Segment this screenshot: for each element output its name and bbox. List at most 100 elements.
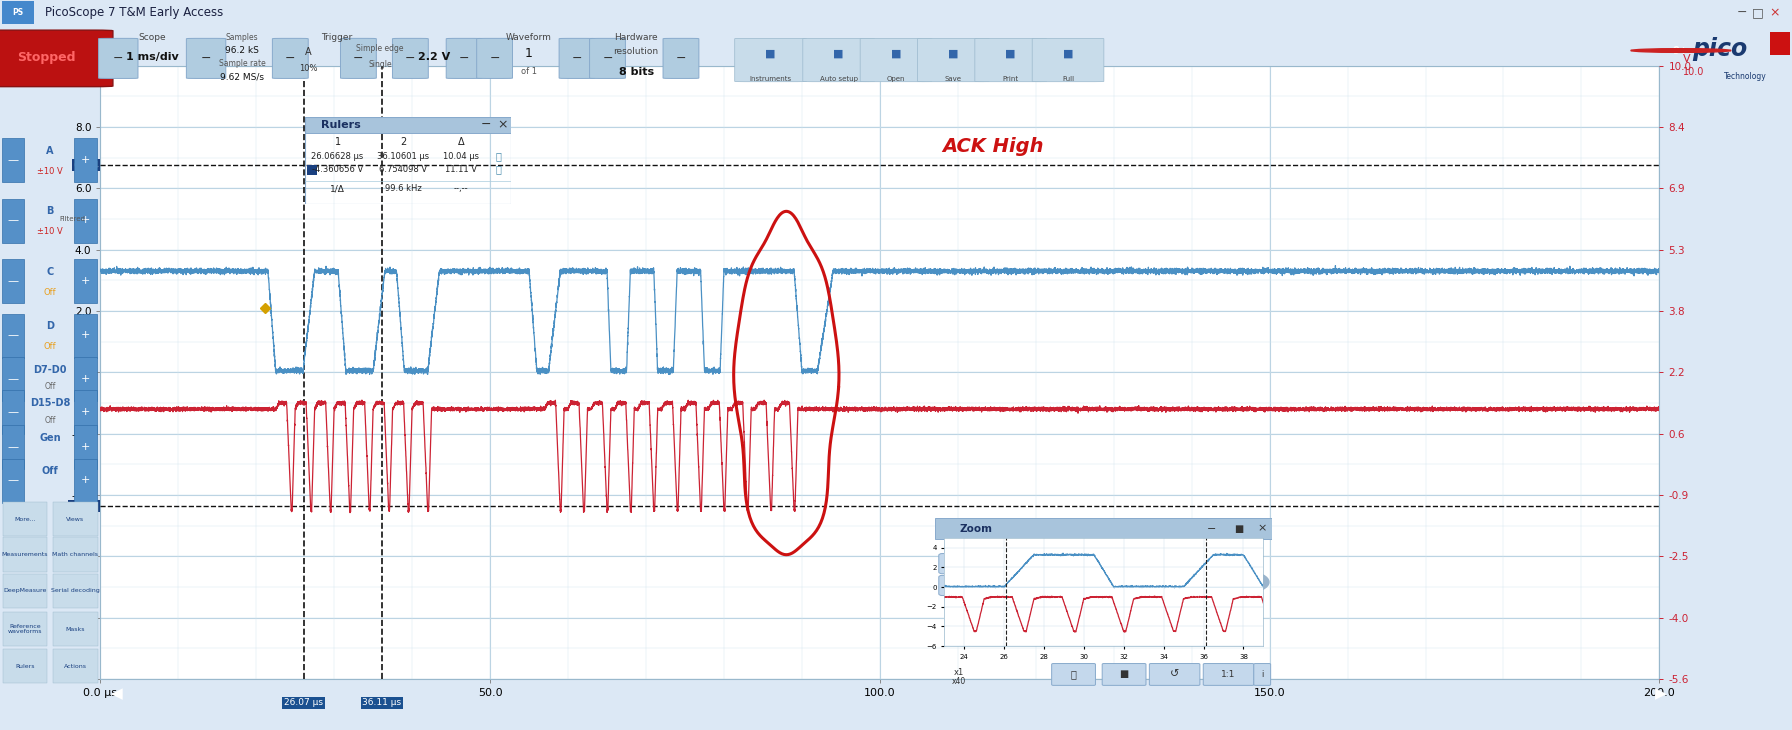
Text: 🔍: 🔍 [1070, 669, 1077, 680]
Text: —: — [7, 475, 18, 485]
Circle shape [1631, 49, 1731, 53]
Text: --,--: --,-- [453, 184, 468, 193]
Text: Open: Open [887, 77, 905, 82]
FancyBboxPatch shape [4, 612, 47, 646]
Text: Zoom: Zoom [959, 523, 993, 534]
Text: 26.06628 μs: 26.06628 μs [312, 152, 364, 161]
FancyBboxPatch shape [2, 199, 25, 242]
Text: 10.0: 10.0 [100, 55, 124, 64]
FancyBboxPatch shape [2, 426, 25, 469]
Text: +: + [81, 155, 90, 164]
FancyBboxPatch shape [477, 39, 513, 78]
Text: Rulers: Rulers [321, 120, 360, 130]
FancyBboxPatch shape [54, 537, 97, 572]
Text: Save: Save [944, 77, 962, 82]
FancyBboxPatch shape [2, 138, 25, 182]
Text: -4.360656 V: -4.360656 V [312, 165, 364, 174]
Text: 2: 2 [400, 137, 407, 147]
FancyBboxPatch shape [73, 259, 97, 304]
Text: 9+: 9+ [1674, 45, 1688, 55]
FancyBboxPatch shape [305, 117, 511, 133]
Text: D15-D8: D15-D8 [30, 398, 70, 408]
Text: ⧉: ⧉ [495, 164, 502, 174]
Text: ■: ■ [948, 48, 959, 58]
Text: pico: pico [1693, 36, 1747, 61]
FancyBboxPatch shape [4, 537, 47, 572]
Text: Masks: Masks [66, 626, 84, 631]
FancyBboxPatch shape [73, 199, 97, 242]
FancyBboxPatch shape [73, 357, 97, 401]
Text: —: — [7, 215, 18, 226]
FancyBboxPatch shape [73, 138, 97, 182]
Text: ■: ■ [1005, 48, 1016, 58]
Text: −: − [953, 579, 964, 592]
FancyBboxPatch shape [54, 502, 97, 537]
Text: 96.2 kS: 96.2 kS [226, 46, 258, 55]
Text: Δ: Δ [459, 137, 464, 147]
FancyBboxPatch shape [1254, 664, 1271, 685]
FancyBboxPatch shape [935, 518, 1272, 539]
Text: ×: × [496, 118, 507, 131]
FancyBboxPatch shape [54, 649, 97, 683]
Text: 2.2 V: 2.2 V [418, 52, 450, 62]
Text: PicoScope 7 T&M Early Access: PicoScope 7 T&M Early Access [45, 7, 222, 19]
Text: Print: Print [1004, 77, 1018, 82]
Text: 1: 1 [335, 137, 340, 147]
Text: Math channels: Math channels [52, 552, 99, 557]
FancyBboxPatch shape [54, 612, 97, 646]
Text: Off: Off [43, 342, 57, 351]
FancyBboxPatch shape [1770, 32, 1790, 55]
FancyBboxPatch shape [2, 458, 25, 502]
Text: 10.0: 10.0 [1683, 67, 1704, 77]
Text: Simple edge: Simple edge [357, 44, 403, 53]
Text: Off: Off [45, 383, 56, 391]
Text: Waveform: Waveform [505, 33, 552, 42]
FancyBboxPatch shape [54, 574, 97, 608]
Text: +: + [81, 276, 90, 286]
FancyBboxPatch shape [975, 39, 1047, 82]
FancyBboxPatch shape [392, 39, 428, 78]
Text: 8 bits: 8 bits [618, 66, 654, 77]
Bar [306, 165, 317, 175]
FancyBboxPatch shape [939, 575, 978, 596]
Text: +: + [81, 374, 90, 384]
Text: +: + [81, 407, 90, 417]
Text: −: − [405, 52, 416, 65]
FancyBboxPatch shape [2, 314, 25, 358]
Text: 1/Δ: 1/Δ [330, 184, 346, 193]
Text: ■: ■ [891, 48, 901, 58]
FancyBboxPatch shape [186, 39, 226, 78]
Text: Actions: Actions [65, 664, 86, 669]
Text: 11.11 V: 11.11 V [444, 165, 477, 174]
Text: D: D [47, 321, 54, 331]
Text: V: V [100, 69, 108, 79]
Text: −: − [285, 52, 296, 65]
FancyBboxPatch shape [4, 574, 47, 608]
FancyBboxPatch shape [4, 502, 47, 537]
Text: −: − [201, 52, 211, 65]
Text: Instruments: Instruments [749, 77, 792, 82]
Text: D7-D0: D7-D0 [34, 365, 66, 374]
Text: ▶: ▶ [1656, 686, 1667, 701]
FancyBboxPatch shape [1052, 664, 1095, 685]
Text: C: C [47, 267, 54, 277]
Text: ■: ■ [1235, 523, 1244, 534]
Text: Gen: Gen [39, 433, 61, 443]
Text: 1 ms/div: 1 ms/div [125, 52, 179, 62]
Text: PS: PS [13, 8, 23, 18]
FancyBboxPatch shape [735, 39, 806, 82]
Text: 9.62 MS/s: 9.62 MS/s [220, 72, 263, 81]
FancyBboxPatch shape [559, 39, 595, 78]
Text: 1: 1 [525, 47, 532, 60]
Text: +: + [81, 330, 90, 340]
Text: x1: x1 [953, 668, 964, 677]
FancyBboxPatch shape [2, 1, 34, 24]
Text: ⧉: ⧉ [495, 151, 502, 161]
Text: DeepMeasure: DeepMeasure [4, 588, 47, 593]
Text: —: — [7, 407, 18, 417]
Text: —: — [7, 330, 18, 340]
Text: −: − [489, 52, 500, 65]
Text: 10%: 10% [299, 64, 317, 73]
Text: ACK High: ACK High [943, 137, 1043, 155]
Text: Off: Off [45, 415, 56, 425]
